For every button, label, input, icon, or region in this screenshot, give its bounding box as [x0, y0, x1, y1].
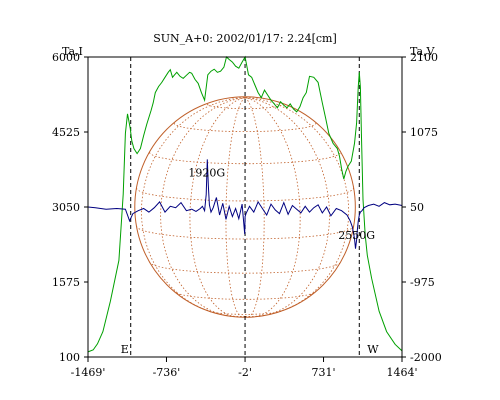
y-left-tick-label: 1575	[52, 276, 80, 289]
x-tick-label: -2'	[238, 366, 252, 379]
parallel-line	[173, 290, 317, 300]
y-right-axis-label: Ta,V	[410, 45, 436, 58]
meridian-line	[140, 97, 246, 317]
meridian-line	[245, 97, 330, 318]
series-line-ta-i	[87, 55, 403, 353]
meridian-line	[225, 97, 246, 318]
y-right-tick-label: 50	[410, 201, 424, 214]
y-left-tick-label: 100	[59, 351, 80, 364]
y-right-tick-label: 2100	[410, 51, 438, 64]
chart-title: SUN_A+0: 2002/01/17: 2.24[cm]	[153, 32, 337, 45]
x-tick-label: -736'	[153, 366, 181, 379]
meridian-line	[244, 97, 301, 318]
parallel-line	[149, 152, 341, 165]
series-line-ta-v	[87, 159, 403, 249]
y-right-tick-label: -2000	[410, 351, 442, 364]
limb-marker-label: E	[121, 343, 129, 356]
y-right-tick-label: -975	[410, 276, 435, 289]
x-tick-label: 731'	[312, 366, 336, 379]
meridian-line	[160, 97, 246, 318]
y-left-axis-label: Ta,I	[62, 45, 83, 58]
field-annotation: 2550G	[338, 229, 375, 242]
field-annotation: 1920G	[188, 166, 225, 179]
parallel-line	[173, 123, 317, 132]
axes: -1469' -736' -2' 731' 1464' 6000 4525 3050 1575 1…	[52, 51, 442, 379]
meridian-line	[245, 97, 350, 317]
parallel-line	[149, 261, 341, 274]
y-left-tick-label: 4525	[52, 126, 80, 139]
series-layer	[87, 55, 403, 353]
y-left-tick-label: 6000	[52, 51, 80, 64]
y-right-tick-label: 1075	[410, 126, 438, 139]
parallel-line	[206, 309, 284, 315]
meridian-line	[189, 97, 246, 318]
limb-marker-label: W	[367, 343, 379, 356]
meridian-line	[244, 97, 265, 318]
y-left-tick-label: 3050	[52, 201, 80, 214]
annotations: 1920G 2550G	[188, 166, 375, 242]
x-tick-label: -1469'	[71, 366, 106, 379]
x-tick-label: 1464'	[386, 366, 417, 379]
